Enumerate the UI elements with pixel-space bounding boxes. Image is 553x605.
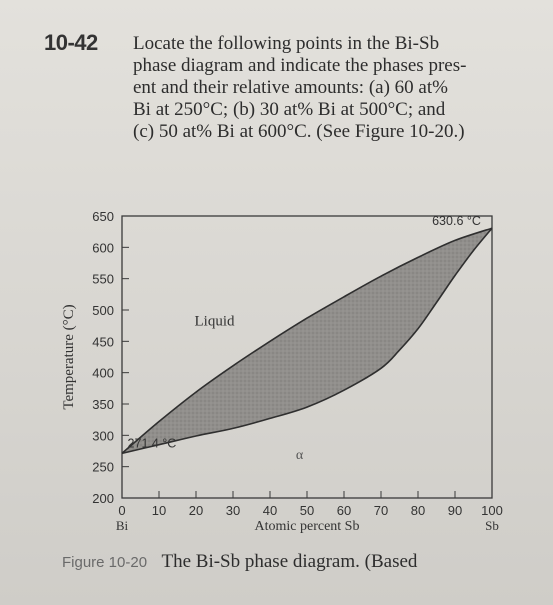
x-tick-label: 20 [189, 503, 203, 518]
problem-line-1: Locate the following points in the Bi-Sb [133, 33, 440, 54]
liquid-region-label: Liquid [195, 314, 235, 330]
alpha-region-label: α [296, 448, 304, 463]
y-tick-label: 600 [92, 240, 114, 255]
sb-melting-point-label: 630.6 °C [432, 214, 481, 228]
x-tick-label: 10 [152, 503, 166, 518]
figure-caption: Figure 10-20 The Bi-Sb phase diagram. (B… [62, 551, 417, 573]
bi-melting-point-label: 271.4 °C [128, 436, 177, 450]
problem-line-2: phase diagram and indicate the phases pr… [133, 55, 467, 76]
x-tick-label: 70 [374, 503, 388, 518]
y-tick-label: 350 [92, 397, 114, 412]
x-tick-label: 60 [337, 503, 351, 518]
y-tick-label: 300 [92, 428, 114, 443]
solidus-line [121, 227, 493, 455]
y-tick-label: 550 [92, 272, 114, 287]
y-axis-label: Temperature (°C) [61, 304, 77, 409]
y-tick-label: 250 [92, 460, 114, 475]
x-tick-label: 0 [118, 503, 125, 518]
x-tick-label: 50 [300, 503, 314, 518]
liquidus-line [121, 227, 493, 454]
two-phase-region [122, 228, 492, 454]
problem-number: 10-42 [44, 30, 98, 55]
x-end-label-bi: Bi [116, 518, 129, 533]
x-tick-label: 100 [481, 503, 503, 518]
y-tick-label: 400 [92, 366, 114, 381]
problem-statement: Locate the following points in the Bi-Sb… [133, 33, 533, 143]
x-end-label-sb: Sb [485, 518, 499, 533]
y-tick-label: 200 [92, 491, 114, 506]
x-tick-label: 90 [448, 503, 462, 518]
problem-line-5: (c) 50 at% Bi at 600°C. (See Figure 10-2… [133, 121, 465, 142]
figure-label: Figure 10-20 [62, 554, 148, 571]
y-tick-label: 500 [92, 303, 114, 318]
x-tick-label: 40 [263, 503, 277, 518]
x-tick-label: 30 [226, 503, 240, 518]
x-tick-label: 80 [411, 503, 425, 518]
problem-line-3: ent and their relative amounts: (a) 60 a… [133, 77, 448, 98]
problem-line-4: Bi at 250°C; (b) 30 at% Bi at 500°C; and [133, 99, 446, 120]
y-tick-label: 650 [92, 209, 114, 224]
y-tick-label: 450 [92, 334, 114, 349]
figure-title: The Bi-Sb phase diagram. (Based [161, 551, 418, 572]
x-axis-label: Atomic percent Sb [255, 519, 360, 534]
